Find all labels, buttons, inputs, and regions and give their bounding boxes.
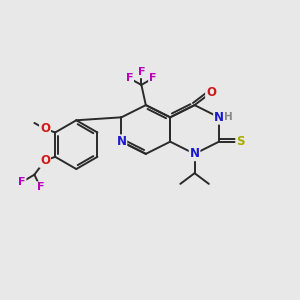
Text: N: N [214,111,224,124]
Text: F: F [37,182,44,192]
Text: N: N [116,135,127,148]
Text: F: F [149,74,156,83]
Text: O: O [40,122,50,135]
Text: O: O [206,86,216,99]
Text: H: H [224,112,233,122]
Text: F: F [18,177,26,187]
Text: F: F [126,74,133,83]
Text: N: N [190,147,200,161]
Text: F: F [138,68,145,77]
Text: S: S [236,135,244,148]
Text: O: O [40,122,50,135]
Text: O: O [40,154,50,167]
Text: O: O [40,154,50,167]
